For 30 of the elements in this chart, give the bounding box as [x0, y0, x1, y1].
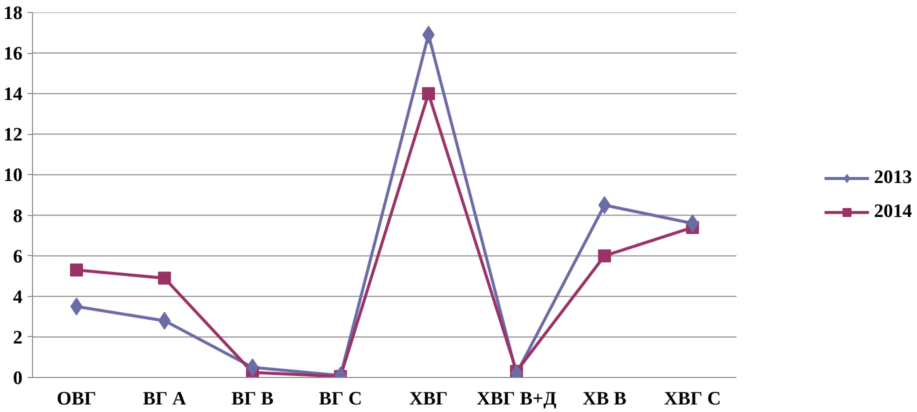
y-tick-label: 4 [13, 286, 23, 308]
x-tick-label: ХВГ В+Д [476, 388, 556, 410]
point [598, 249, 611, 262]
point [422, 87, 435, 100]
point [686, 214, 699, 232]
x-tick-label: ХВГ [409, 388, 448, 410]
y-tick-label: 8 [13, 206, 22, 227]
x-tick-label: ВГ С [318, 388, 362, 410]
x-tick-label: ОВГ [56, 388, 96, 410]
point [70, 298, 83, 316]
point [158, 312, 171, 330]
y-tick-label: 10 [4, 165, 22, 186]
y-tick-label: 14 [4, 84, 23, 106]
point [70, 264, 83, 277]
y-tick-label: 0 [13, 368, 22, 389]
y-tick-label: 18 [4, 3, 22, 24]
point [158, 272, 171, 285]
y-tick-label: 12 [4, 124, 22, 146]
x-tick-label: ХВГ С [664, 388, 721, 410]
x-tick-label: ХВ В [582, 388, 627, 410]
legend-label: 2013 [874, 166, 912, 188]
point [422, 26, 435, 44]
y-tick-label: 6 [13, 246, 22, 268]
x-tick-label: ВГ А [142, 388, 186, 410]
y-tick-label: 16 [4, 44, 22, 65]
point [598, 196, 611, 214]
point [246, 358, 259, 376]
x-tick-label: ВГ В [231, 388, 274, 410]
y-tick-label: 2 [13, 327, 22, 348]
legend-label: 2014 [874, 200, 912, 222]
